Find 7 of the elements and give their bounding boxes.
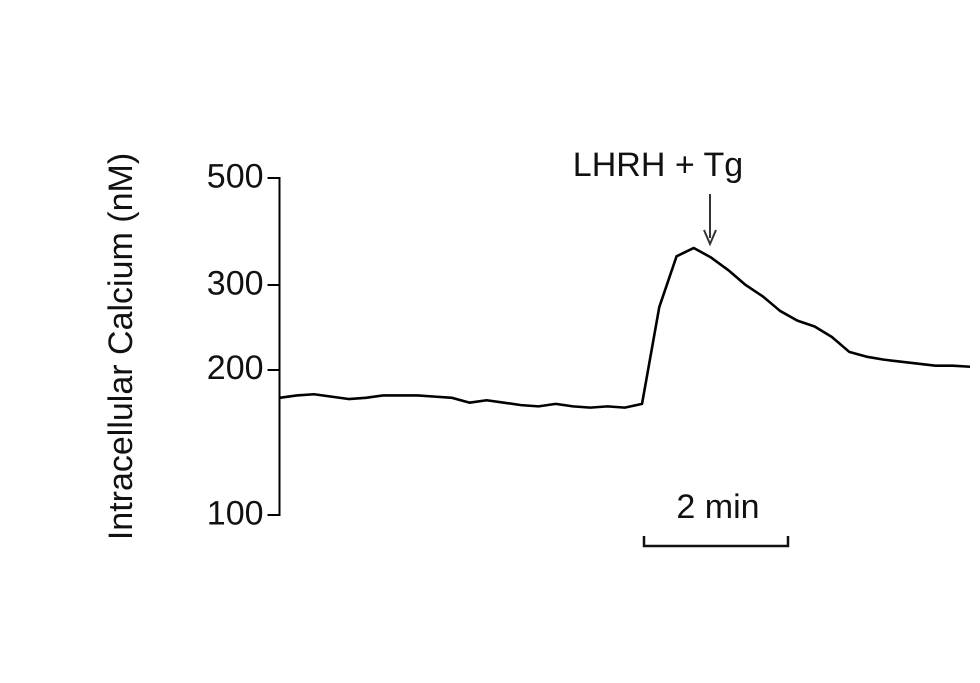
y-tick-label: 500 [206,157,264,196]
annotation: 2 min [675,488,761,527]
y-tick-label: 300 [206,264,264,302]
annotation: LHRH + Tg [572,146,744,185]
y-tick-label: 200 [206,349,264,388]
y-axis-title: Intracellular Calcium (nM) [102,152,140,540]
y-tick-label: 100 [206,494,264,532]
